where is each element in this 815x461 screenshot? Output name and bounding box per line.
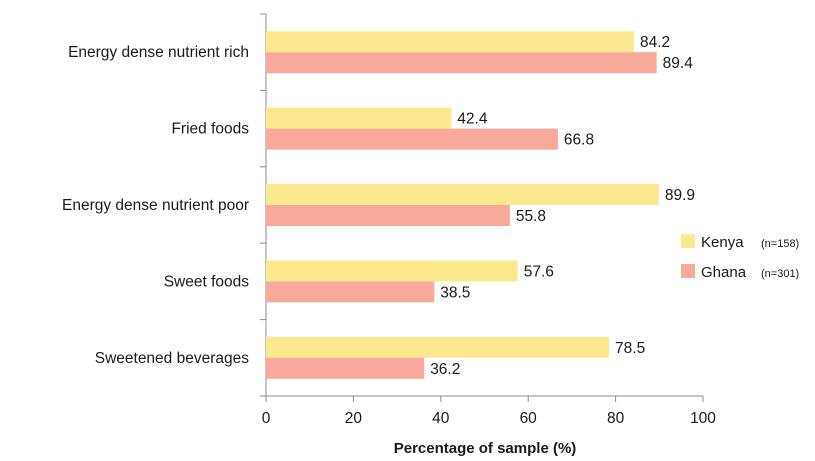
legend-label-ghana: Ghana — [701, 264, 747, 281]
data-label: 78.5 — [615, 340, 645, 357]
data-label: 36.2 — [430, 361, 460, 378]
bar-kenya — [266, 184, 659, 205]
data-label: 89.4 — [663, 55, 694, 72]
bar-kenya — [266, 107, 452, 129]
legend-swatch-kenya — [681, 234, 695, 248]
category-label: Sweetened beverages — [95, 350, 250, 367]
bars — [266, 31, 659, 379]
bar-kenya — [266, 336, 610, 358]
category-label: Sweet foods — [164, 273, 250, 290]
legend-note-ghana: (n=301) — [761, 268, 799, 280]
x-tick-label: 60 — [520, 410, 538, 427]
bar-ghana — [266, 52, 657, 74]
data-label: 66.8 — [564, 132, 594, 149]
bar-ghana — [266, 205, 510, 226]
data-label: 57.6 — [524, 263, 554, 280]
x-tick-label: 80 — [607, 410, 625, 427]
category-axis: Energy dense nutrient rich Fried foods Ene… — [62, 13, 267, 397]
bar-kenya — [266, 260, 518, 282]
x-tick-label: 0 — [262, 410, 271, 427]
bar-ghana — [266, 128, 558, 150]
data-labels: 84.2 89.4 42.4 66.8 89.9 55.8 57.6 38.5 78.5 36.2 — [430, 34, 695, 378]
x-tick-label: 40 — [432, 410, 450, 427]
data-label: 42.4 — [457, 111, 488, 128]
data-label: 89.9 — [665, 187, 695, 204]
bar-ghana — [266, 357, 425, 379]
legend-label-kenya: Kenya — [701, 234, 744, 251]
value-axis: 0 20 40 60 80 100 — [262, 395, 716, 427]
legend: Kenya (n=158) Ghana (n=301) — [681, 234, 799, 281]
legend-note-kenya: (n=158) — [761, 238, 799, 250]
x-axis-title: Percentage of sample (%) — [394, 440, 577, 457]
bar-kenya — [266, 31, 634, 53]
category-label: Energy dense nutrient poor — [62, 197, 249, 214]
category-label: Fried foods — [171, 121, 249, 138]
x-tick-label: 100 — [690, 410, 716, 427]
category-label: Energy dense nutrient rich — [68, 44, 249, 61]
bar-ghana — [266, 281, 435, 303]
data-label: 38.5 — [440, 284, 470, 301]
legend-swatch-ghana — [681, 264, 695, 278]
x-tick-label: 20 — [345, 410, 363, 427]
data-label: 84.2 — [640, 34, 670, 51]
data-label: 55.8 — [516, 208, 546, 225]
